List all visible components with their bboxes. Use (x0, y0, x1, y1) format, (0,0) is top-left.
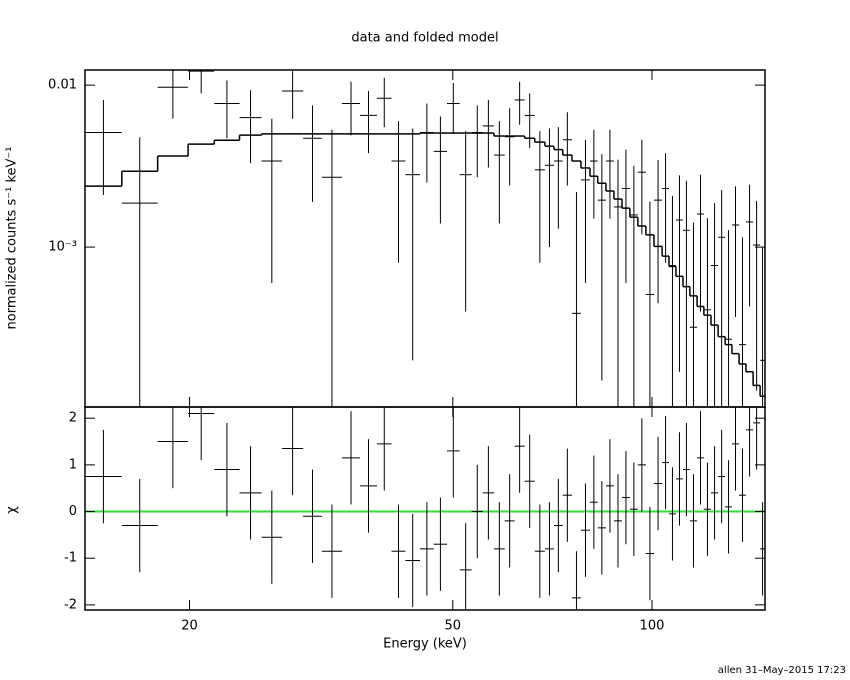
chart-title: data and folded model (351, 31, 498, 46)
y-tick-label: 0 (69, 504, 77, 519)
y-tick-label: -2 (64, 597, 77, 612)
bottom-plot (85, 407, 765, 610)
plot-frame (84, 69, 766, 408)
x-tick-label: 20 (181, 619, 198, 634)
footer: allen 31–May–2015 17:23 (718, 665, 846, 676)
y-tick-label: 0.01 (48, 78, 77, 93)
plot-frame (84, 406, 766, 611)
axes: 0.01 10⁻³ -2 -1 0 1 2 20 50 100 (48, 69, 766, 634)
y-tick-label: 10⁻³ (48, 240, 77, 255)
y-tick-label: 1 (69, 457, 77, 472)
x-axis-label: Energy (keV) (383, 637, 467, 652)
y-axis-label: normalized counts s⁻¹ keV⁻¹ (5, 147, 20, 330)
y-tick-label: 2 (69, 411, 77, 426)
y-tick-label: -1 (64, 551, 77, 566)
y-axis-label: χ (5, 506, 20, 514)
x-tick-label: 100 (640, 619, 665, 634)
x-tick-label: 50 (445, 619, 462, 634)
top-plot (85, 70, 765, 407)
